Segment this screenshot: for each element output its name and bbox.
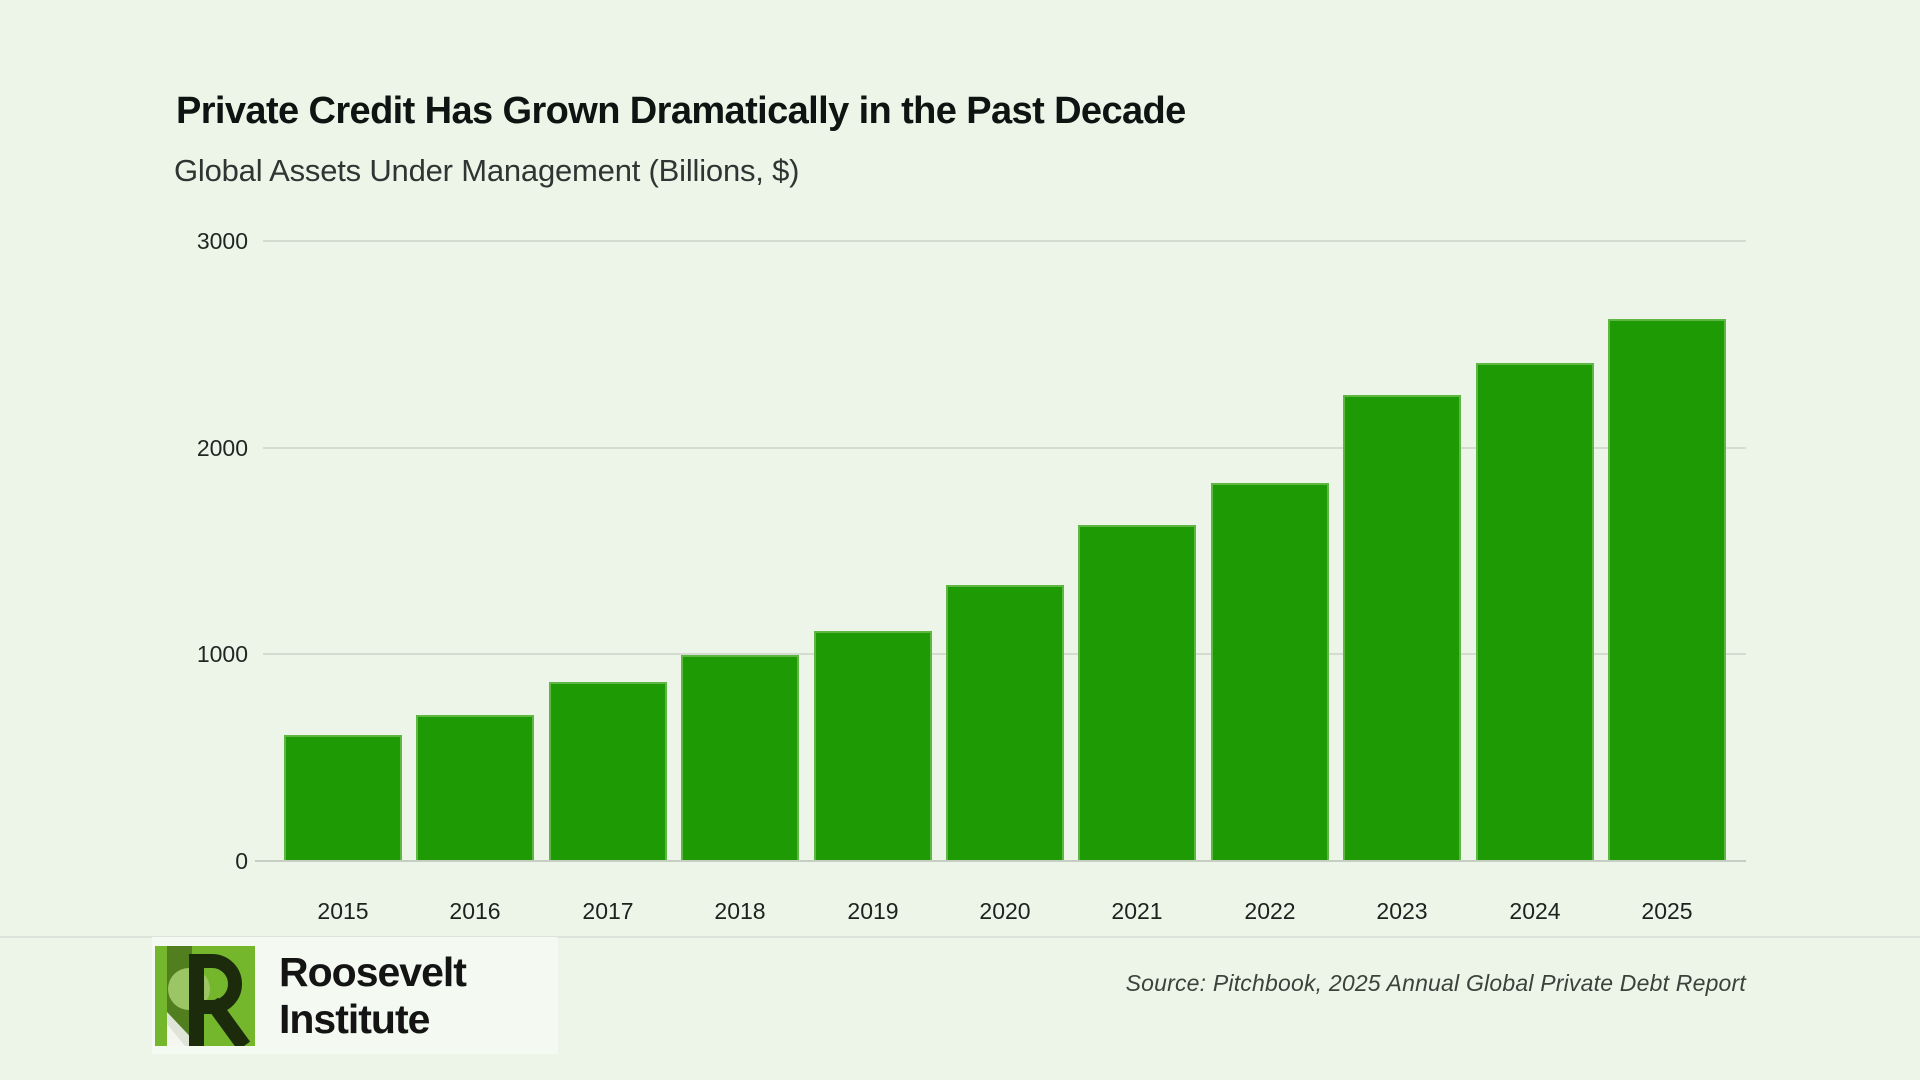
x-tick-2023: 2023 bbox=[1376, 898, 1428, 924]
bar-2017 bbox=[549, 682, 667, 860]
x-tick-2020: 2020 bbox=[979, 898, 1031, 924]
gridline-3000 bbox=[263, 240, 1746, 242]
footer-divider bbox=[0, 936, 1920, 938]
x-tick-2021: 2021 bbox=[1111, 898, 1163, 924]
y-tick-2000: 2000 bbox=[196, 435, 248, 461]
bar-2025 bbox=[1608, 319, 1726, 860]
x-tick-2024: 2024 bbox=[1509, 898, 1561, 924]
logo-word-line1: Roosevelt bbox=[279, 948, 467, 995]
y-tick-0: 0 bbox=[235, 848, 248, 874]
bar-2015 bbox=[284, 735, 402, 860]
x-tick-2015: 2015 bbox=[317, 898, 369, 924]
roosevelt-logo-mark-icon bbox=[155, 945, 255, 1046]
bar-2016 bbox=[416, 715, 534, 860]
x-tick-2019: 2019 bbox=[847, 898, 899, 924]
bar-2022 bbox=[1211, 483, 1329, 860]
source-attribution: Source: Pitchbook, 2025 Annual Global Pr… bbox=[1125, 970, 1746, 996]
gridline-2000 bbox=[263, 447, 1746, 449]
gridline-0 bbox=[255, 860, 1746, 862]
roosevelt-logo-wordmark: Roosevelt Institute bbox=[279, 948, 467, 1043]
chart-subtitle: Global Assets Under Management (Billions… bbox=[174, 153, 800, 188]
y-tick-1000: 1000 bbox=[196, 641, 248, 667]
bar-2018 bbox=[681, 655, 799, 860]
x-tick-2016: 2016 bbox=[449, 898, 501, 924]
x-tick-2018: 2018 bbox=[714, 898, 766, 924]
bar-2024 bbox=[1476, 363, 1594, 860]
bar-2019 bbox=[814, 631, 932, 860]
chart-title: Private Credit Has Grown Dramatically in… bbox=[176, 90, 1186, 132]
bar-2023 bbox=[1343, 395, 1461, 860]
bar-2020 bbox=[946, 585, 1064, 860]
x-tick-2022: 2022 bbox=[1244, 898, 1296, 924]
y-tick-3000: 3000 bbox=[196, 228, 248, 254]
x-tick-2025: 2025 bbox=[1641, 898, 1693, 924]
roosevelt-institute-logo: Roosevelt Institute bbox=[152, 937, 558, 1054]
logo-word-line2: Institute bbox=[279, 995, 430, 1042]
x-tick-2017: 2017 bbox=[582, 898, 634, 924]
bar-2021 bbox=[1078, 525, 1196, 860]
